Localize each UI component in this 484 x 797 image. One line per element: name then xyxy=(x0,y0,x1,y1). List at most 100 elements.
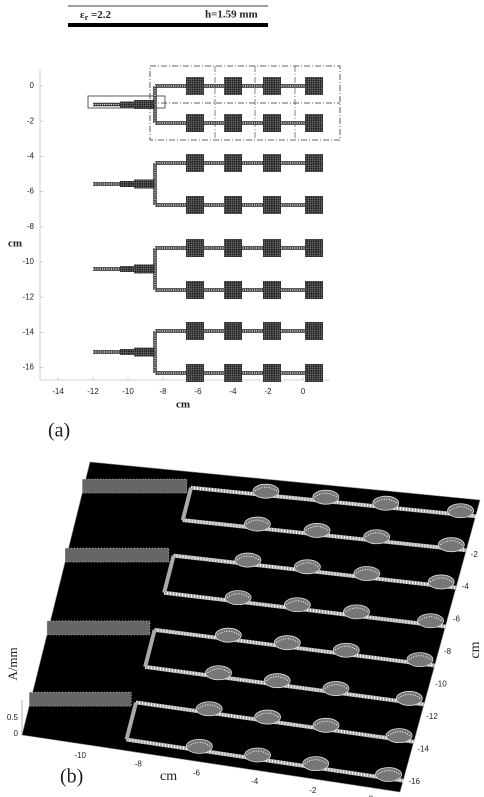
y-tick-label: 0 xyxy=(30,81,35,90)
patch xyxy=(263,154,281,172)
current-bump xyxy=(252,483,280,499)
panel-a: cm cm (a) -14 -12 -10 -8 -6 -4 -2 0 0 -2 -4 -6 -8 -10… xyxy=(8,65,341,442)
current-bump xyxy=(322,681,350,696)
y-tick-label: -6 xyxy=(453,615,461,624)
patch xyxy=(224,154,242,172)
y-tick-label: -16 xyxy=(22,363,34,372)
current-bump xyxy=(195,701,223,717)
z-tick-label: 0 xyxy=(14,729,19,738)
current-bump xyxy=(302,756,330,772)
y-label: cm xyxy=(468,641,483,658)
current-feed xyxy=(143,629,157,668)
epsilon: ε xyxy=(80,9,85,21)
feed-taper xyxy=(134,179,155,189)
current-bump xyxy=(417,613,444,629)
y-label: cm xyxy=(8,238,22,250)
patch xyxy=(186,239,204,257)
y-tick-label: -2 xyxy=(27,116,35,125)
y-tick-label: -4 xyxy=(27,152,35,161)
y-tick-label: -12 xyxy=(426,712,438,721)
feed-taper xyxy=(120,349,134,355)
y-tick-label: -4 xyxy=(462,582,470,591)
y-tick-label: -16 xyxy=(408,777,420,786)
feed-taper xyxy=(134,264,155,274)
patch xyxy=(224,114,242,132)
current-bump xyxy=(312,717,340,733)
feed-taper xyxy=(134,100,155,109)
x-tick-label: -2 xyxy=(309,786,317,795)
x-tick-label: -4 xyxy=(229,387,237,396)
patch xyxy=(224,364,242,382)
patch xyxy=(186,322,204,340)
current-feed xyxy=(182,518,467,552)
x-tick-label: -10 xyxy=(122,387,134,396)
patch xyxy=(224,281,242,299)
patch xyxy=(263,77,281,95)
permittivity: εr =2.2 xyxy=(80,9,112,22)
patch xyxy=(186,196,204,214)
patch xyxy=(305,77,323,95)
patch xyxy=(305,281,323,299)
patch xyxy=(305,364,323,382)
patch xyxy=(186,77,204,95)
panel-b: A/mm 0.5 0 cm cm (b) -10 -8 -6 -4 -2 0 -2 -4 -6 -… xyxy=(5,461,483,797)
patch xyxy=(263,239,281,257)
patch xyxy=(263,364,281,382)
x-tick-label: 0 xyxy=(369,795,374,797)
patch xyxy=(186,114,204,132)
x-tick-label: -12 xyxy=(87,387,99,396)
patch xyxy=(186,154,204,172)
thickness: h=1.59 mm xyxy=(205,9,258,21)
current-bump xyxy=(214,627,242,643)
patch xyxy=(263,196,281,214)
x-tick-label: -14 xyxy=(52,387,64,396)
current-bump xyxy=(363,529,391,545)
patch xyxy=(186,364,204,382)
patch xyxy=(186,281,204,299)
current-bump xyxy=(385,728,413,744)
current-feed xyxy=(162,555,176,594)
patch xyxy=(305,114,323,132)
current-input xyxy=(64,547,170,563)
current-bump xyxy=(224,590,252,606)
patch xyxy=(224,322,242,340)
current-bump xyxy=(332,642,360,658)
patch xyxy=(305,154,323,172)
patch xyxy=(305,322,323,340)
patch xyxy=(263,322,281,340)
layout-box xyxy=(87,95,166,109)
current-feed xyxy=(180,487,193,521)
x-label: cm xyxy=(160,769,177,784)
current-bump xyxy=(243,516,271,532)
current-bump xyxy=(406,652,434,667)
y-tick-label: -8 xyxy=(444,647,452,656)
caption: (a) xyxy=(48,420,70,442)
x-tick-label: 0 xyxy=(301,387,306,396)
current-bump xyxy=(395,691,423,706)
patch xyxy=(305,196,323,214)
y-tick-label: -10 xyxy=(435,680,447,689)
epsilon-sub: r xyxy=(85,13,89,22)
x-tick-label: -6 xyxy=(193,768,201,777)
patch xyxy=(224,77,242,95)
current-bump xyxy=(447,503,474,519)
current-bump xyxy=(234,552,262,568)
patch xyxy=(224,196,242,214)
current-feed xyxy=(144,665,425,706)
caption: (b) xyxy=(60,766,83,788)
epsilon-value: =2.2 xyxy=(88,9,111,21)
y-tick-label: -6 xyxy=(27,187,35,196)
current-bump xyxy=(293,559,321,575)
y-tick-label: -8 xyxy=(27,222,35,231)
y-tick-label: -14 xyxy=(417,744,429,753)
x-tick-label: -6 xyxy=(194,387,202,396)
patch xyxy=(263,114,281,132)
current-bump xyxy=(244,747,271,763)
x-tick-label: -10 xyxy=(74,751,86,760)
current-bump xyxy=(263,673,291,689)
z-label: A/mm xyxy=(5,647,20,680)
feed-taper xyxy=(134,347,155,357)
current-bump xyxy=(427,574,455,590)
patch xyxy=(305,239,323,257)
